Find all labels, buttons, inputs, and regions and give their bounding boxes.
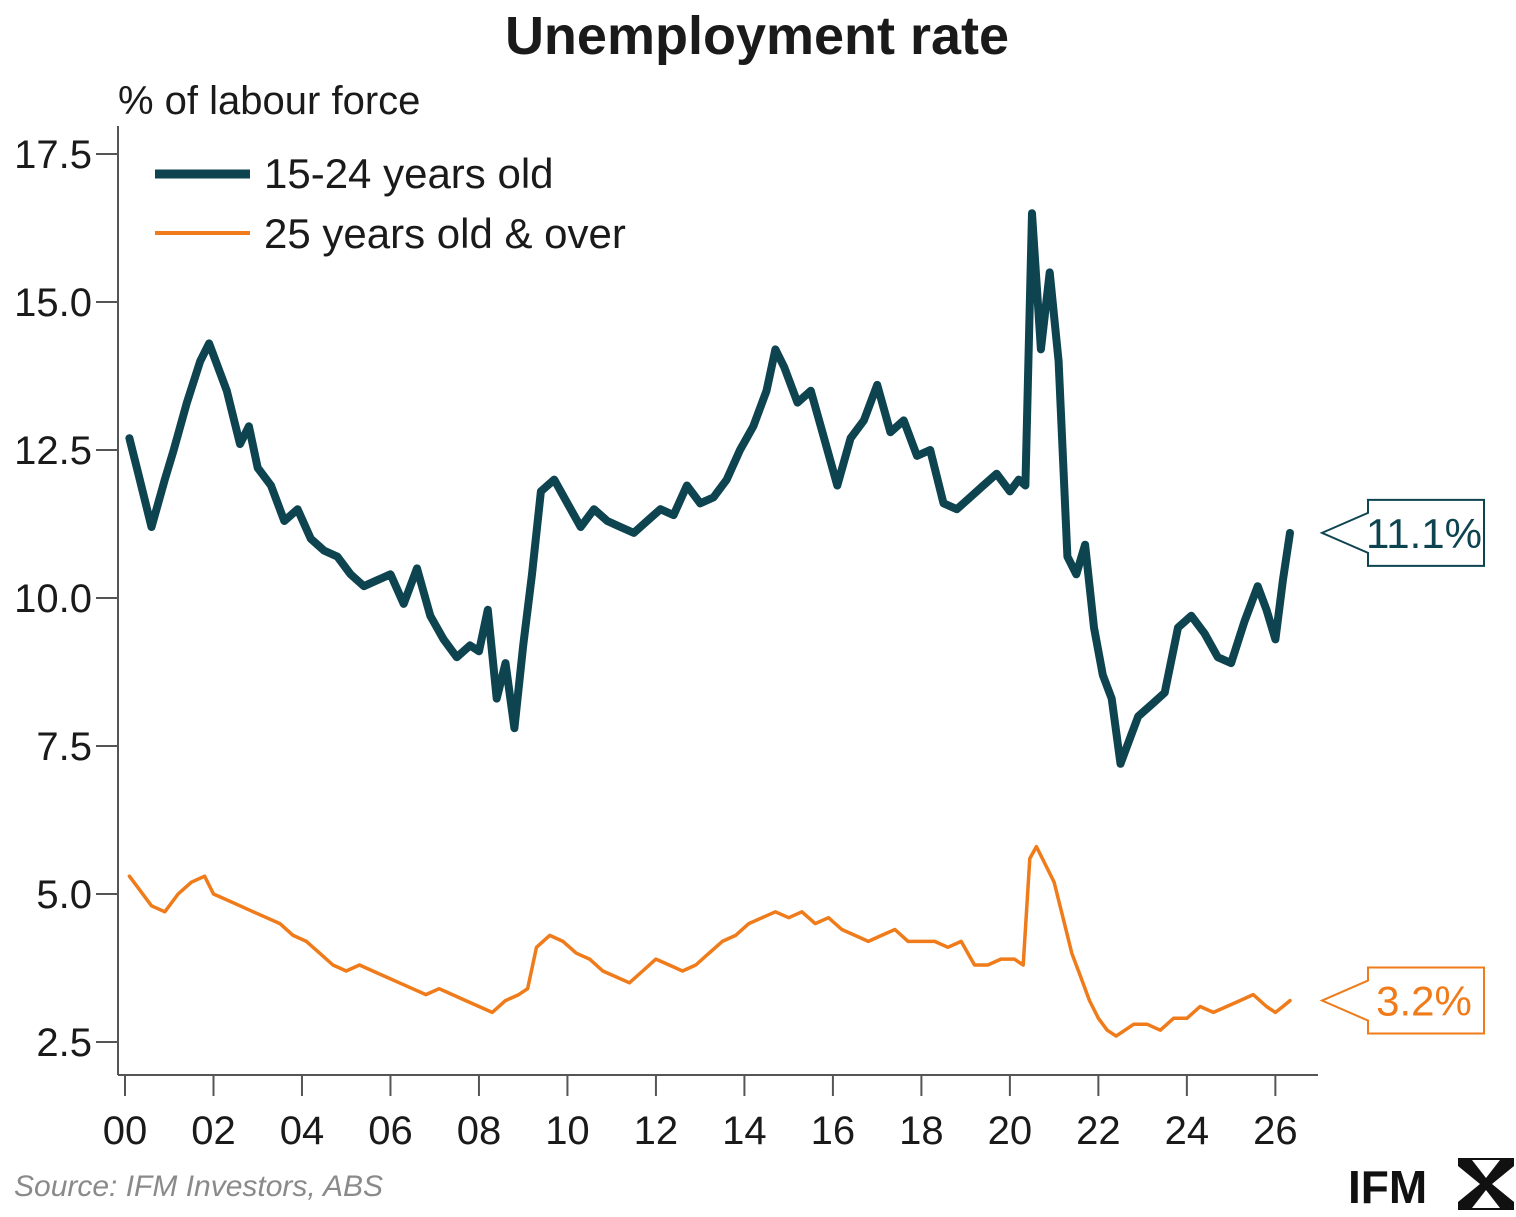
x-tick-label: 06	[368, 1109, 413, 1153]
y-tick-label: 2.5	[36, 1021, 92, 1065]
callout-adult: 3.2%	[1319, 966, 1485, 1035]
legend-label-adult: 25 years old & over	[264, 210, 626, 257]
callout-label: 3.2%	[1376, 978, 1472, 1025]
series-lines	[125, 209, 1294, 1038]
legend: 15-24 years old 25 years old & over	[155, 150, 626, 257]
callout-label: 11.1%	[1366, 510, 1482, 557]
y-tick-label: 7.5	[36, 725, 92, 769]
y-tick-label: 5.0	[36, 873, 92, 917]
y-tick-label: 17.5	[14, 133, 92, 177]
x-tick-label: 18	[899, 1109, 944, 1153]
callout-youth: 11.1%	[1319, 498, 1485, 567]
axes	[117, 126, 1318, 1076]
x-tick-label: 10	[545, 1109, 590, 1153]
x-tick-label: 22	[1076, 1109, 1121, 1153]
y-ticks: 2.5 5.0 7.5 10.0 12.5 15.0 17.5	[14, 133, 118, 1065]
x-ticks: 00 02 04 06 08 10 12 14 16 18 20 22 24 26	[103, 1075, 1298, 1153]
x-tick-label: 12	[634, 1109, 679, 1153]
logo-mark-icon	[1458, 1158, 1514, 1210]
callout-box	[1319, 966, 1485, 1035]
logo-text: IFM	[1348, 1161, 1427, 1213]
x-tick-label: 04	[280, 1109, 325, 1153]
y-tick-label: 15.0	[14, 281, 92, 325]
ifm-logo: IFM	[1348, 1158, 1514, 1213]
y-tick-label: 10.0	[14, 577, 92, 621]
y-axis-label: % of labour force	[118, 79, 420, 123]
end-callouts: 11.1% 3.2%	[1319, 498, 1485, 1035]
series-line-youth	[125, 209, 1294, 768]
x-tick-label: 08	[457, 1109, 502, 1153]
x-tick-label: 24	[1165, 1109, 1210, 1153]
x-tick-label: 14	[722, 1109, 767, 1153]
source-note: Source: IFM Investors, ABS	[14, 1170, 383, 1203]
y-tick-label: 12.5	[14, 429, 92, 473]
x-tick-label: 02	[191, 1109, 236, 1153]
x-tick-label: 26	[1253, 1109, 1298, 1153]
chart-title: Unemployment rate	[505, 6, 1009, 66]
legend-label-youth: 15-24 years old	[264, 150, 554, 197]
series-line-adult	[127, 844, 1292, 1038]
callout-box	[1319, 498, 1485, 567]
x-tick-label: 20	[988, 1109, 1033, 1153]
x-tick-label: 00	[103, 1109, 148, 1153]
x-tick-label: 16	[811, 1109, 856, 1153]
